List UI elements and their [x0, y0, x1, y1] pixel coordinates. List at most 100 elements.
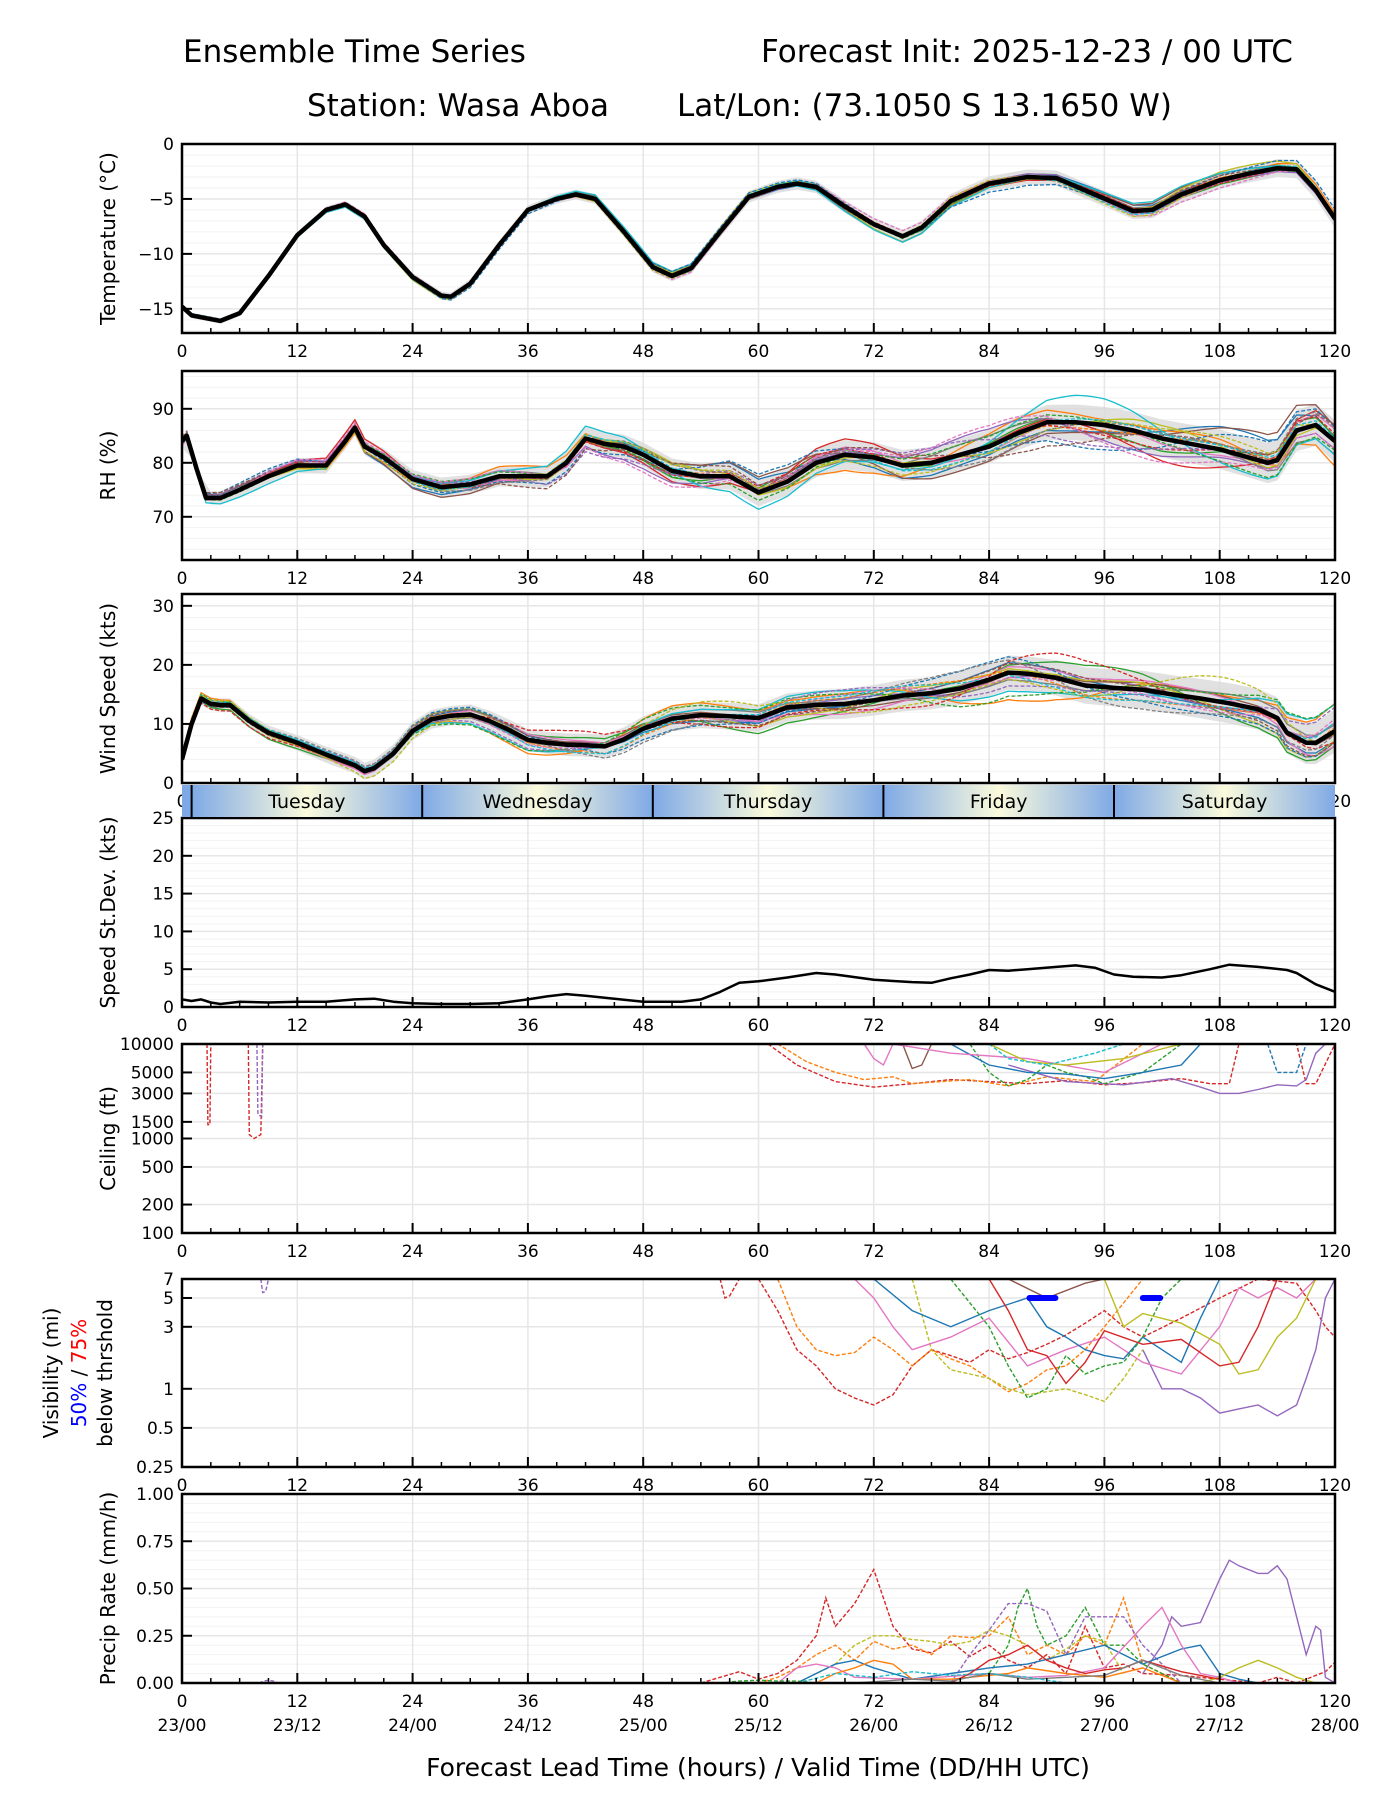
member-line — [969, 1044, 1182, 1087]
x-tick-label: 12 — [286, 1692, 308, 1712]
member-line — [988, 1279, 1278, 1385]
y-tick-label: 3 — [163, 1318, 174, 1338]
ensemble-mean-line — [182, 670, 1335, 774]
panel-speed_stdev: 0 12 24 36 48 60 72 84 96 108 120 0 5 10 15 20 25 Speed S… — [96, 809, 1351, 1036]
legend-75-percent: 75% — [67, 1319, 91, 1363]
y-axis-label: Visibility (mi) — [39, 1308, 63, 1439]
y-tick-label: 15 — [152, 885, 174, 905]
plot-area-visibility — [260, 1279, 1335, 1417]
y-tick-label: 0 — [163, 774, 174, 794]
legend-separator: / — [67, 1363, 91, 1382]
member-line — [1007, 1279, 1124, 1299]
x-tick-label: 72 — [863, 569, 885, 589]
x-tick-label: 12 — [286, 569, 308, 589]
member-line — [258, 1679, 279, 1683]
y-tick-label: −10 — [138, 245, 174, 265]
x-tick-label: 72 — [863, 1476, 885, 1496]
x-tick-label: 96 — [1094, 342, 1116, 362]
day-band: Tuesday Wednesday Thursday Friday Saturday — [182, 785, 1335, 817]
threshold-legend: 50% / 75% — [67, 1319, 91, 1427]
y-tick-label: 0.25 — [136, 1458, 174, 1478]
day-segment — [1114, 785, 1335, 817]
member-line — [950, 1279, 1182, 1399]
x-tick-label: 24 — [402, 342, 424, 362]
member-line — [767, 1044, 1335, 1088]
y-tick-label: 500 — [142, 1158, 174, 1178]
y-tick-label: −5 — [149, 190, 174, 210]
day-label: Thursday — [723, 791, 812, 813]
valid-time-label: 25/12 — [734, 1716, 783, 1736]
member-line — [777, 1606, 1240, 1683]
member-line — [901, 1044, 933, 1070]
x-tick-label: 120 — [1319, 1016, 1351, 1036]
y-axis-label-sub: below thrshold — [93, 1299, 117, 1447]
y-tick-label: 5 — [163, 1289, 174, 1309]
x-tick-label: 84 — [978, 342, 1000, 362]
x-tick-label: 48 — [632, 342, 654, 362]
member-line — [720, 1679, 817, 1683]
day-segment — [652, 785, 884, 817]
y-tick-label: 70 — [152, 508, 174, 528]
ensemble-mean-line — [182, 963, 1335, 1006]
member-line — [1142, 1559, 1335, 1683]
plot-area-speed_stdev — [182, 963, 1335, 1006]
x-tick-label: 24 — [402, 1692, 424, 1712]
day-label: Friday — [970, 791, 1028, 813]
plot-area-temperature — [182, 159, 1335, 324]
y-tick-label: 30 — [152, 597, 174, 617]
x-tick-label: 84 — [978, 1476, 1000, 1496]
member-line — [719, 1279, 740, 1299]
y-axis-label: Temperature (°C) — [96, 152, 120, 326]
member-line — [777, 1279, 1144, 1393]
ensemble-mean-line — [182, 165, 1335, 324]
y-tick-label: 0.00 — [136, 1674, 174, 1694]
x-tick-label: 120 — [1319, 1476, 1351, 1496]
station-name: Station: Wasa Aboa — [307, 88, 610, 124]
member-line — [950, 1044, 1202, 1080]
panel-visibility: 0 12 24 36 48 60 72 84 96 108 120 0.25 0.5 1 3 57 Visibi… — [39, 1270, 1351, 1496]
forecast-init: Forecast Init: 2025-12-23 / 00 UTC — [761, 34, 1293, 70]
x-tick-label: 96 — [1094, 569, 1116, 589]
x-tick-label: 12 — [286, 342, 308, 362]
x-tick-label: 0 — [177, 1242, 188, 1262]
member-line — [182, 675, 1335, 780]
y-tick-label: 1.00 — [136, 1485, 174, 1505]
panel-rh: 0 12 24 36 48 60 72 84 96 108 120 70 80 90 RH (%) — [96, 369, 1351, 589]
member-line — [873, 1279, 1221, 1364]
x-tick-label: 60 — [748, 342, 770, 362]
y-tick-label: 80 — [152, 454, 174, 474]
y-tick-label: 1500 — [131, 1113, 174, 1133]
y-tick-label: 0 — [163, 135, 174, 155]
member-line — [256, 1044, 264, 1118]
day-label: Wednesday — [483, 791, 593, 813]
x-tick-label: 60 — [748, 1242, 770, 1262]
legend-50-percent: 50% — [67, 1383, 91, 1427]
x-tick-label: 72 — [863, 1016, 885, 1036]
x-tick-label: 36 — [517, 569, 539, 589]
x-tick-label: 60 — [748, 569, 770, 589]
x-tick-label: 24 — [402, 569, 424, 589]
y-axis-label: RH (%) — [96, 431, 120, 501]
member-line — [182, 159, 1335, 320]
plot-area-rh — [182, 394, 1335, 511]
x-tick-label: 12 — [286, 1016, 308, 1036]
member-line — [1008, 1044, 1335, 1095]
x-tick-label: 84 — [978, 1016, 1000, 1036]
valid-time-label: 28/00 — [1311, 1716, 1360, 1736]
x-tick-label: 36 — [517, 1692, 539, 1712]
y-tick-label: 5 — [163, 960, 174, 980]
station-latlon: Lat/Lon: (73.1050 S 13.1650 W) — [677, 88, 1172, 124]
x-tick-label: 108 — [1203, 1692, 1235, 1712]
x-tick-label: 108 — [1203, 569, 1235, 589]
y-axis-label: Speed St.Dev. (kts) — [96, 816, 120, 1008]
member-line — [988, 1044, 1182, 1066]
member-line — [206, 1044, 212, 1126]
y-tick-label: 1 — [163, 1380, 174, 1400]
y-tick-label: 0 — [163, 998, 174, 1018]
day-label: Saturday — [1182, 791, 1268, 813]
y-tick-label: 0.75 — [136, 1532, 174, 1552]
day-label: Tuesday — [267, 791, 345, 813]
x-tick-label: 84 — [978, 1242, 1000, 1262]
member-line — [911, 1279, 1144, 1403]
